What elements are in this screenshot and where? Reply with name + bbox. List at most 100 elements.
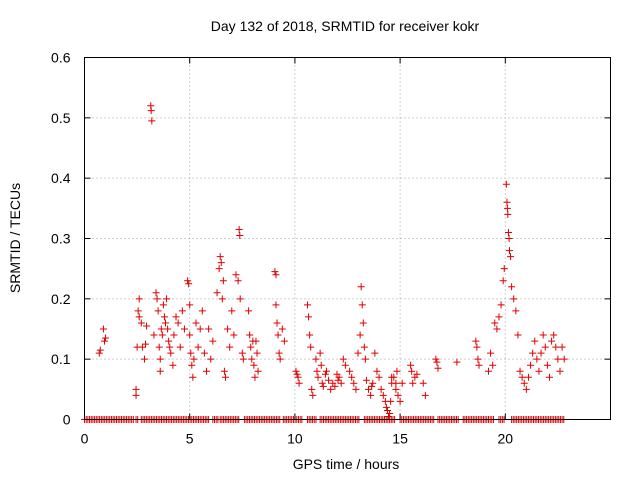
data-point xyxy=(316,349,324,357)
x-tick-label: 20 xyxy=(498,431,514,447)
x-axis-label: GPS time / hours xyxy=(293,456,400,472)
data-point xyxy=(234,277,242,285)
data-point xyxy=(254,367,262,375)
data-point xyxy=(96,346,104,354)
data-point xyxy=(162,319,170,327)
data-point xyxy=(178,307,186,315)
data-point xyxy=(500,265,508,273)
data-point xyxy=(148,117,156,125)
data-point xyxy=(176,343,184,351)
data-point xyxy=(309,391,317,399)
data-point xyxy=(335,373,343,381)
data-point xyxy=(552,343,560,351)
data-point xyxy=(189,373,197,381)
data-point xyxy=(180,325,188,333)
data-point xyxy=(473,343,481,351)
data-point xyxy=(356,331,364,339)
data-point xyxy=(158,331,166,339)
data-point xyxy=(361,355,369,363)
y-axis-label: SRMTID / TECUs xyxy=(7,183,23,293)
data-point xyxy=(313,367,321,375)
data-point xyxy=(163,295,171,303)
data-point xyxy=(560,355,568,363)
data-point xyxy=(172,313,180,321)
data-point xyxy=(169,361,177,369)
data-point xyxy=(453,358,461,366)
data-point xyxy=(198,307,206,315)
data-point xyxy=(373,367,381,375)
data-point xyxy=(375,373,383,381)
y-tick-label: 0 xyxy=(63,412,71,428)
data-point xyxy=(278,325,286,333)
data-point xyxy=(398,379,406,387)
data-point xyxy=(527,361,535,369)
data-point xyxy=(205,325,213,333)
data-point xyxy=(236,295,244,303)
data-point xyxy=(246,331,254,339)
data-point xyxy=(156,367,164,375)
chart-title: Day 132 of 2018, SRMTID for receiver kok… xyxy=(211,18,480,34)
data-point xyxy=(394,391,402,399)
data-point xyxy=(317,361,325,369)
data-point xyxy=(385,412,393,420)
data-point xyxy=(226,343,234,351)
data-point xyxy=(219,277,227,285)
data-point xyxy=(367,391,375,399)
data-point xyxy=(331,382,339,390)
data-point xyxy=(432,355,440,363)
data-point xyxy=(150,331,158,339)
data-point xyxy=(489,361,497,369)
data-point xyxy=(217,259,225,267)
data-point xyxy=(413,370,421,378)
data-point xyxy=(512,307,520,315)
data-point xyxy=(493,325,501,333)
data-point xyxy=(377,385,385,393)
data-point xyxy=(239,355,247,363)
data-point xyxy=(188,361,196,369)
data-point xyxy=(558,343,566,351)
data-point xyxy=(132,385,140,393)
data-point xyxy=(157,325,165,333)
data-point xyxy=(396,397,404,405)
data-point xyxy=(504,228,512,236)
data-point xyxy=(472,337,480,345)
data-point xyxy=(495,313,503,321)
data-point xyxy=(187,349,195,357)
data-point xyxy=(318,379,326,387)
data-point xyxy=(358,301,366,309)
data-point xyxy=(154,307,162,315)
data-point xyxy=(138,343,146,351)
data-point xyxy=(192,319,200,327)
data-point xyxy=(186,301,194,309)
data-point xyxy=(421,391,429,399)
data-point xyxy=(156,355,164,363)
data-point xyxy=(392,379,400,387)
data-point xyxy=(218,295,226,303)
data-point xyxy=(235,225,243,233)
data-point xyxy=(251,373,259,381)
data-point xyxy=(327,385,335,393)
data-point xyxy=(147,107,155,115)
data-point xyxy=(487,349,495,357)
data-point xyxy=(520,379,528,387)
data-point xyxy=(305,313,313,321)
data-point xyxy=(545,373,553,381)
data-point xyxy=(518,373,526,381)
data-point xyxy=(164,325,172,333)
data-point xyxy=(419,379,427,387)
data-point xyxy=(203,367,211,375)
data-point xyxy=(275,349,283,357)
data-point xyxy=(539,331,547,339)
data-point xyxy=(510,295,518,303)
data-point xyxy=(499,277,507,285)
data-point xyxy=(475,361,483,369)
data-point xyxy=(357,283,365,291)
data-point xyxy=(220,367,228,375)
data-point xyxy=(274,331,282,339)
data-point xyxy=(132,391,140,399)
y-tick-label: 0.5 xyxy=(51,110,71,126)
data-point xyxy=(245,307,253,315)
data-point xyxy=(159,301,167,309)
data-point xyxy=(348,373,356,381)
